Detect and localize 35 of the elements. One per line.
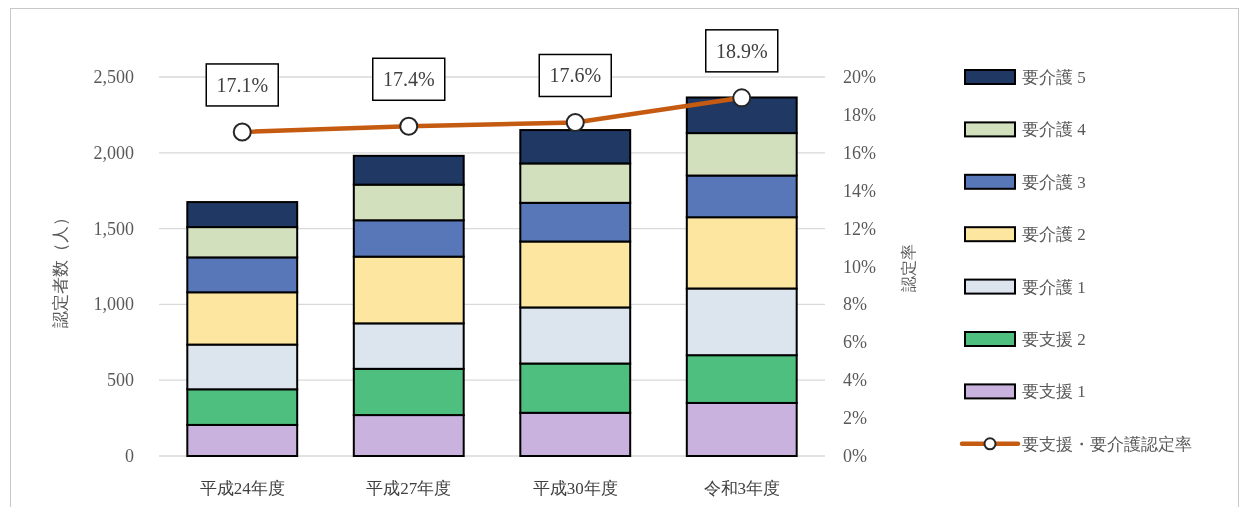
y2-axis-title: 認定率 (900, 244, 917, 292)
y-tick-label: 1,500 (93, 218, 134, 239)
y-tick-label: 2,500 (93, 67, 134, 87)
y2-tick-label: 2% (843, 408, 867, 429)
legend-label: 要介護 3 (1022, 172, 1086, 192)
y-tick-label: 1,000 (93, 294, 134, 315)
data-label: 18.9% (715, 39, 768, 62)
legend-label: 要介護 4 (1022, 120, 1087, 140)
data-label: 17.6% (549, 64, 602, 87)
legend-label: 要支援・要介護認定率 (1022, 434, 1192, 454)
legend-label: 要介護 2 (1022, 225, 1086, 245)
y2-tick-label: 10% (843, 256, 876, 277)
data-label: 17.4% (382, 68, 435, 91)
y-axis-title: 認定者数（人） (51, 208, 70, 328)
y2-tick-label: 6% (843, 332, 867, 353)
y-tick-label: 2,000 (93, 142, 134, 163)
x-tick-label: 平成27年度 (366, 479, 452, 498)
legend-label: 要介護 5 (1022, 68, 1086, 87)
x-tick-label: 平成30年度 (532, 479, 618, 498)
y2-tick-label: 8% (843, 294, 867, 315)
x-tick-label: 平成24年度 (199, 479, 285, 498)
y2-tick-label: 0% (843, 446, 867, 466)
legend-label: 要介護 1 (1022, 277, 1086, 297)
x-tick-label: 令和3年度 (703, 479, 780, 498)
data-label: 17.1% (216, 73, 269, 96)
y2-tick-label: 14% (843, 180, 876, 201)
y-tick-label: 0 (125, 446, 134, 466)
legend-label: 要支援 2 (1022, 330, 1086, 349)
y2-tick-label: 4% (843, 370, 867, 391)
y2-tick-label: 12% (843, 218, 876, 239)
y-tick-label: 500 (107, 370, 134, 391)
y2-tick-label: 18% (843, 104, 876, 125)
legend-label: 要支援 1 (1022, 382, 1086, 402)
y2-tick-label: 16% (843, 142, 876, 163)
y2-tick-label: 20% (843, 67, 876, 87)
